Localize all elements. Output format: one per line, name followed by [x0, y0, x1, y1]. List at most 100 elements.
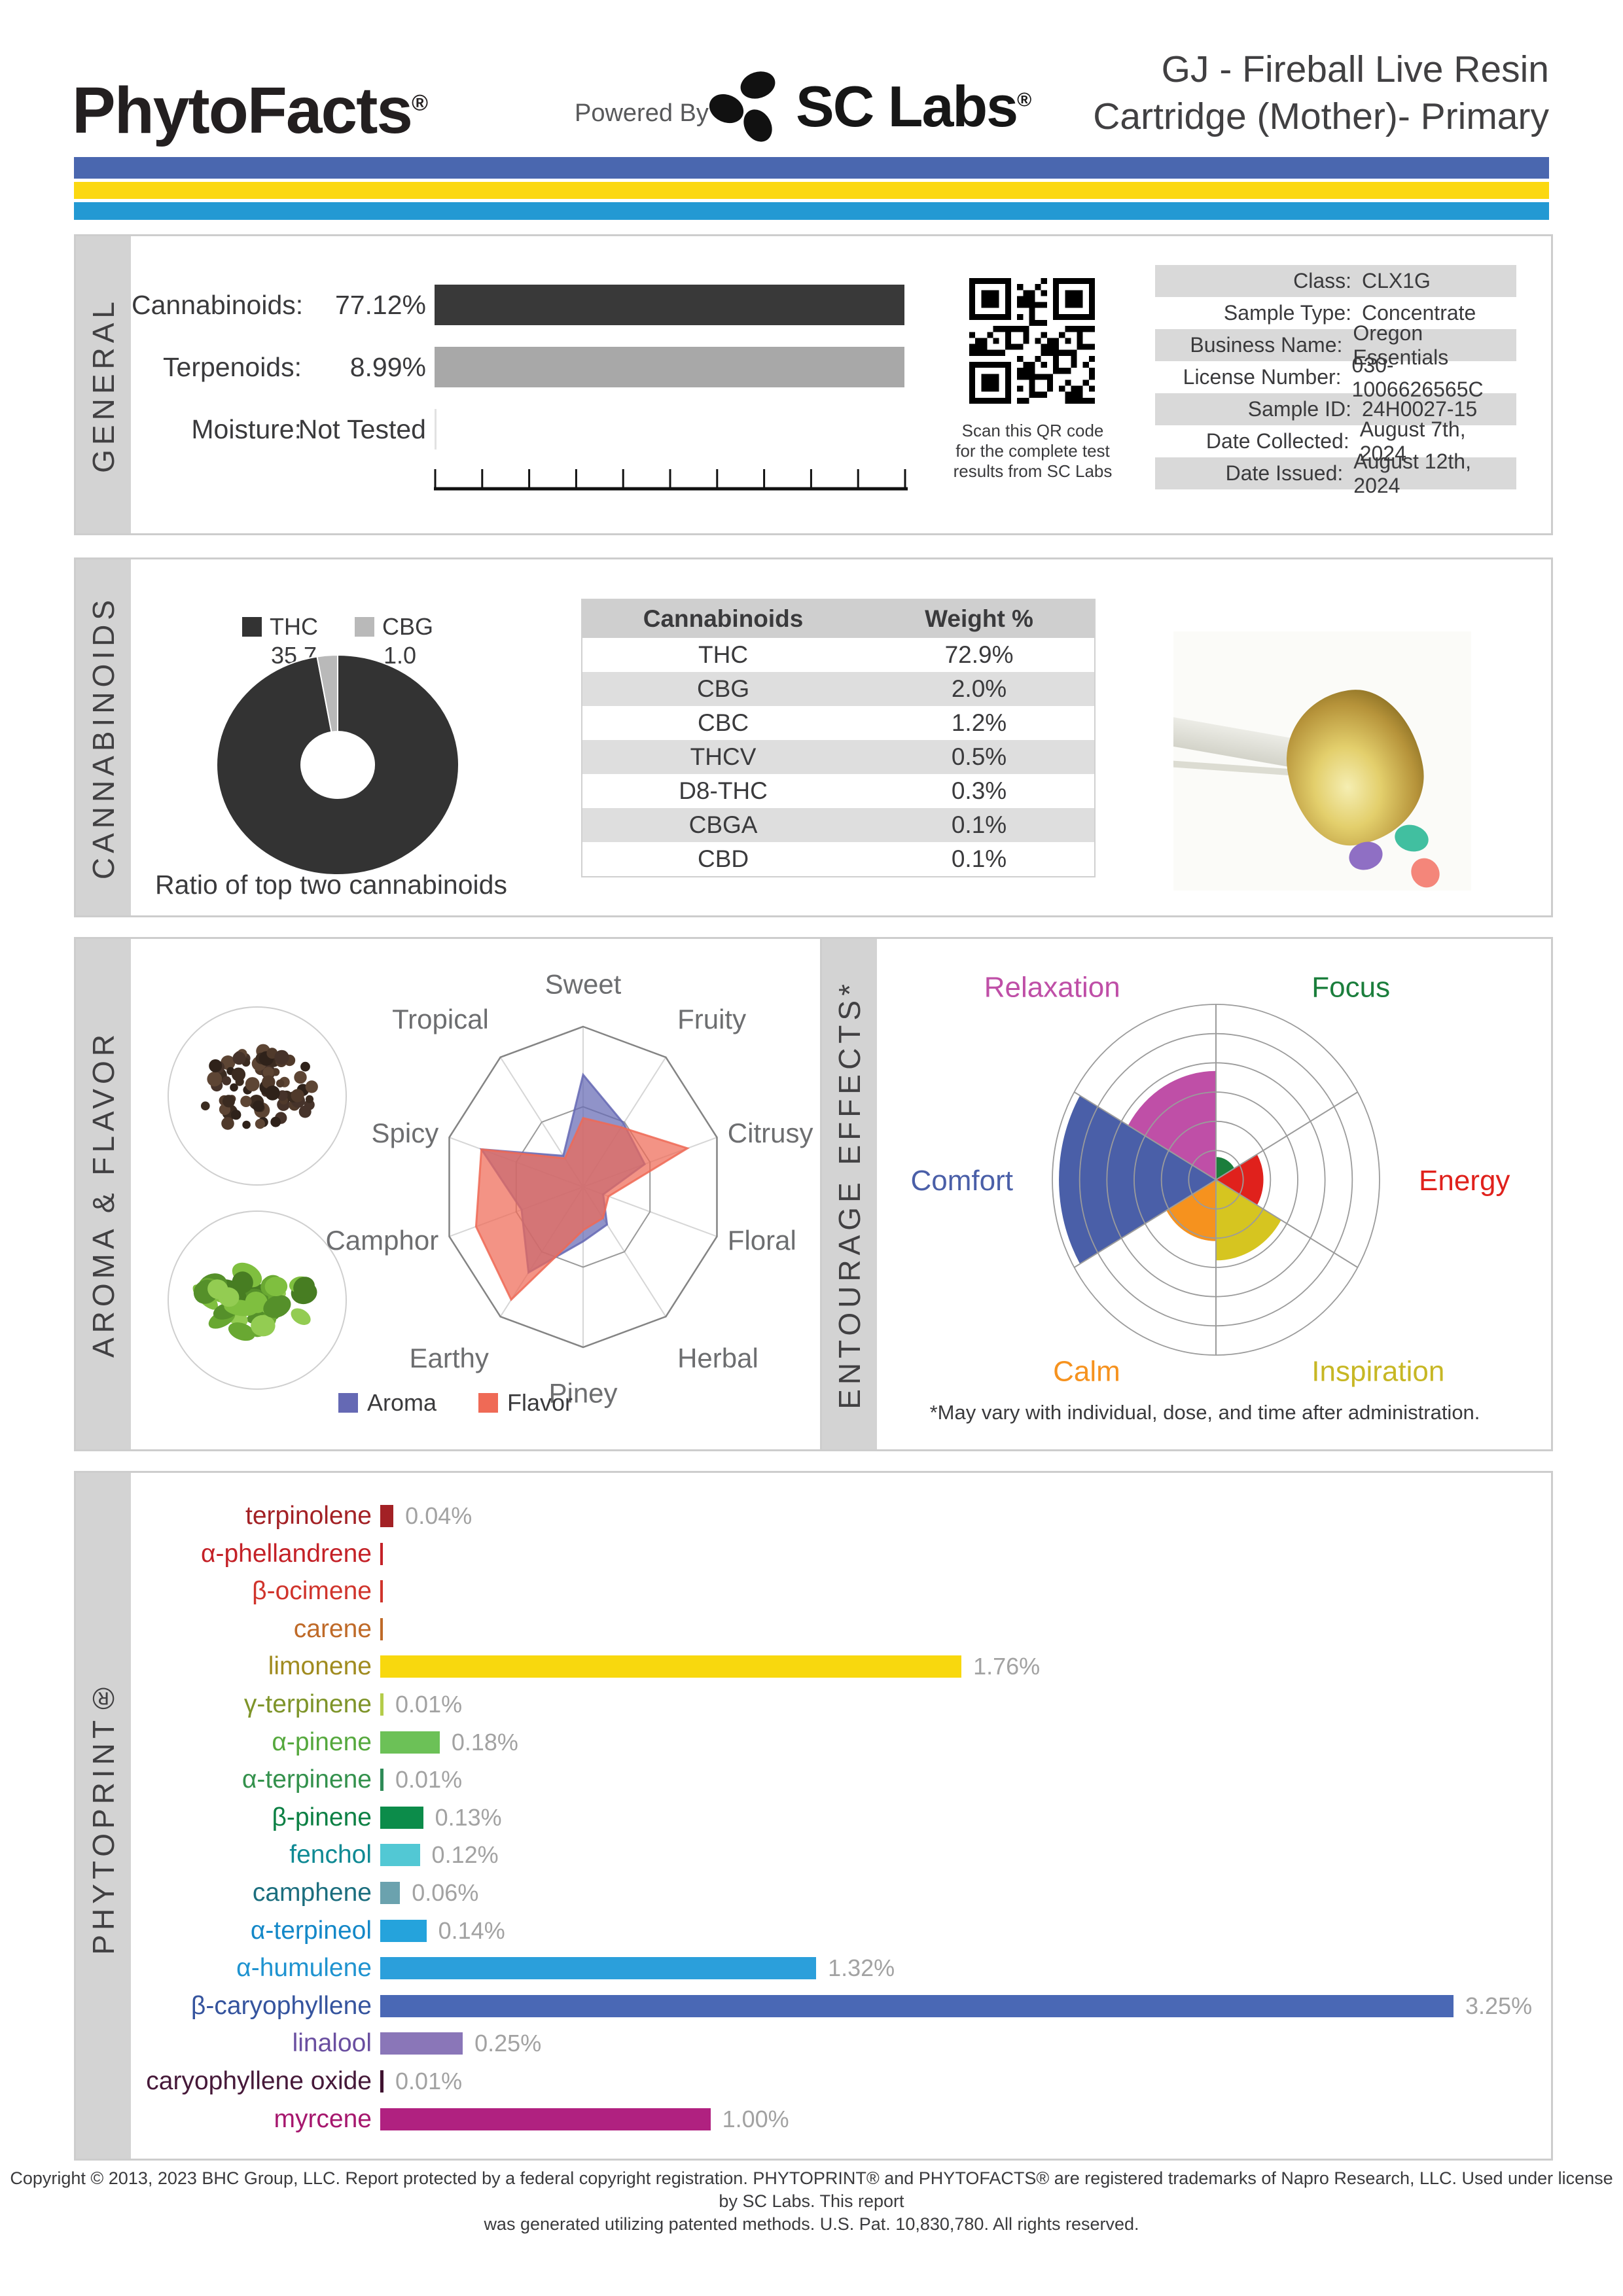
section-general: GENERAL Cannabinoids: 77.12% Terpenoids: 8.… — [74, 234, 1553, 535]
peppercorn-image — [168, 1006, 347, 1186]
info-label: Sample ID: — [1247, 397, 1351, 421]
entourage-sector-comfort — [1059, 1095, 1216, 1264]
sample-title-line2: Cartridge (Mother)- Primary — [1093, 96, 1549, 137]
terpene-bar — [380, 2070, 384, 2093]
terpene-row: caryophyllene oxide 0.01% — [76, 2066, 1551, 2097]
terpene-row: myrcene 1.00% — [76, 2104, 1551, 2135]
terpene-bar — [380, 1844, 420, 1867]
section-cannabinoids-strip: CANNABINOIDS — [76, 559, 131, 915]
section-entourage: ENTOURAGE EFFECTS* Focus Energy Inspiratio… — [820, 937, 1553, 1451]
terpene-row: α-phellandrene — [76, 1538, 1551, 1570]
general-row: Moisture: Not Tested — [76, 409, 1551, 450]
terpene-bar — [380, 1994, 1454, 2017]
info-row: Date Collected: August 7th, 2024 — [1155, 417, 1516, 465]
cannabinoid-weight: 0.1% — [951, 811, 1007, 838]
terpene-value: 1.00% — [722, 2105, 789, 2132]
terpene-value: 1.76% — [973, 1653, 1041, 1680]
info-label: Business Name: — [1190, 333, 1343, 357]
cannabinoid-ratio-donut — [216, 654, 459, 875]
qr-code[interactable] — [969, 278, 1095, 404]
radar-axis-label: Herbal — [677, 1343, 758, 1373]
cannabinoid-table: Cannabinoids Weight % THC 72.9% CBG 2.0% CBC 1.… — [581, 599, 1096, 877]
entourage-note: *May vary with individual, dose, and tim… — [929, 1401, 1480, 1424]
radar-axis-label: Fruity — [677, 1004, 746, 1034]
terpene-value: 1.32% — [828, 1954, 895, 1982]
info-table: Class: CLX1G Sample Type: Concentrate Busine… — [1155, 265, 1516, 497]
cannabinoid-row: D8-THC 0.3% — [582, 774, 1094, 808]
qr-caption-line: results from SC Labs — [953, 461, 1113, 481]
entourage-label-focus: Focus — [1311, 971, 1390, 1003]
terpene-row: fenchol 0.12% — [76, 1839, 1551, 1871]
terpene-label: α-terpinene — [241, 1765, 372, 1794]
terpene-bar-chart: terpinolene 0.04% α-phellandrene β-ocimene c… — [76, 1500, 1551, 2142]
terpene-row: α-humulene 1.32% — [76, 1952, 1551, 1984]
footer-line1: Copyright © 2013, 2023 BHC Group, LLC. R… — [10, 2168, 1613, 2211]
entourage-label-calm: Calm — [1053, 1356, 1120, 1388]
entourage-label-inspiration: Inspiration — [1311, 1356, 1444, 1388]
donut-legend-name: CBG — [382, 613, 433, 640]
general-ruler — [434, 469, 908, 491]
entourage-label-relaxation: Relaxation — [984, 971, 1120, 1003]
general-row: Terpenoids: 8.99% — [76, 347, 1551, 387]
info-label: Class: — [1293, 269, 1351, 292]
info-label: License Number: — [1183, 365, 1342, 389]
entourage-sector-energy — [1216, 1154, 1264, 1205]
radar-legend-name: Aroma — [366, 1389, 437, 1416]
terpene-value: 0.18% — [451, 1728, 518, 1756]
registered-mark: ® — [412, 90, 428, 116]
info-row: License Number: 030-1006626565C — [1155, 353, 1516, 401]
sample-photo — [1173, 631, 1471, 891]
terpene-row: β-ocimene — [76, 1576, 1551, 1607]
terpene-bar — [380, 1731, 440, 1754]
info-value: 24H0027-15 — [1362, 397, 1478, 421]
terpene-bar — [380, 2108, 711, 2130]
terpene-row: γ-terpinene 0.01% — [76, 1689, 1551, 1720]
legend-swatch — [478, 1393, 498, 1413]
section-aroma-flavor-label: AROMA & FLAVOR — [86, 1030, 120, 1358]
radar-legend-item: Aroma — [338, 1389, 437, 1417]
terpene-row: α-terpinene 0.01% — [76, 1764, 1551, 1795]
donut-legend-name: THC — [269, 613, 318, 640]
footer-line2: was generated utilizing patented methods… — [484, 2214, 1139, 2234]
cannabinoid-weight: 2.0% — [951, 675, 1007, 702]
radar-legend: Aroma Flavor — [253, 1389, 658, 1417]
entourage-label-energy: Energy — [1419, 1165, 1510, 1197]
info-row: Sample Type: Concentrate — [1155, 297, 1516, 329]
terpene-label: myrcene — [274, 2104, 372, 2133]
footer-copyright: Copyright © 2013, 2023 BHC Group, LLC. R… — [0, 2167, 1623, 2236]
terpene-value: 0.14% — [438, 1916, 505, 1944]
cannabinoid-name: CBC — [697, 709, 749, 736]
terpene-row: linalool 0.25% — [76, 2028, 1551, 2059]
terpene-row: terpinolene 0.04% — [76, 1500, 1551, 1532]
terpene-label: caryophyllene oxide — [146, 2067, 372, 2095]
terpene-label: terpinolene — [245, 1502, 372, 1530]
info-value: 030-1006626565C — [1351, 353, 1484, 401]
entourage-sector-focus — [1216, 1157, 1235, 1180]
legend-swatch — [241, 617, 262, 637]
general-row: Cannabinoids: 77.12% — [76, 285, 1551, 325]
terpene-bar — [380, 1693, 384, 1716]
entourage-sector-relaxation — [1128, 1070, 1216, 1180]
stripe-yellow — [74, 182, 1549, 199]
terpene-bar — [380, 1882, 401, 1904]
hops-image — [168, 1210, 347, 1390]
donut-legend: THC 35.7 CBG 1.0 — [207, 613, 469, 669]
terpene-value: 0.01% — [395, 1691, 463, 1718]
terpene-row: α-terpineol 0.14% — [76, 1915, 1551, 1947]
radar-axis-label: Floral — [728, 1225, 796, 1256]
terpene-value: 0.25% — [474, 2030, 542, 2057]
terpene-bar — [380, 1505, 394, 1527]
radar-axis-label: Earthy — [410, 1343, 489, 1373]
terpene-label: β-pinene — [272, 1803, 372, 1831]
terpene-row: β-pinene 0.13% — [76, 1802, 1551, 1833]
section-entourage-label: ENTOURAGE EFFECTS* — [832, 979, 866, 1409]
sample-title-line1: GJ - Fireball Live Resin — [1161, 48, 1549, 90]
cannabinoid-row: THC 72.9% — [582, 638, 1094, 672]
terpene-label: β-ocimene — [252, 1577, 372, 1606]
terpene-value: 0.12% — [431, 1841, 499, 1869]
donut-legend-top: THC — [241, 613, 318, 641]
terpene-value: 0.01% — [395, 1766, 463, 1793]
general-row-bar-empty — [435, 409, 437, 450]
terpene-bar — [380, 1617, 383, 1640]
